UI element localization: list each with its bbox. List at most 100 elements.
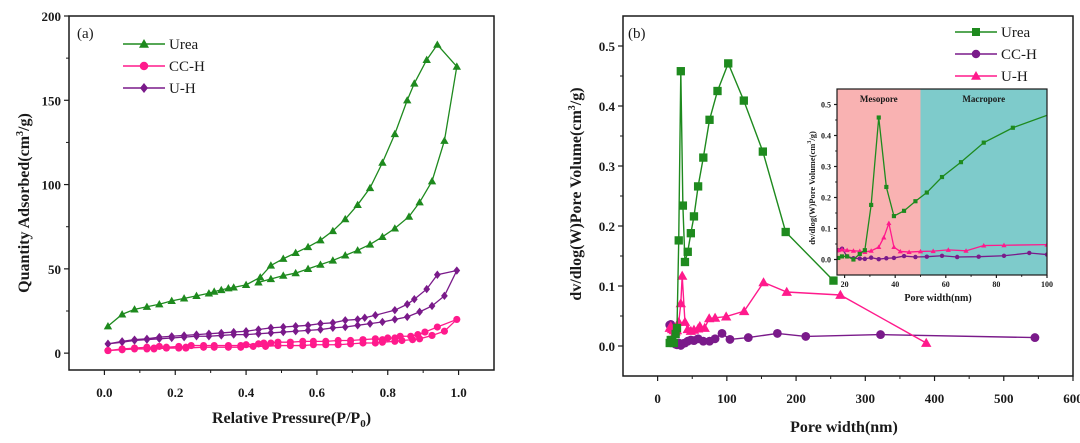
inset-x-tick-label: 20 (841, 280, 849, 289)
panel-b-point-u-h (921, 337, 932, 347)
panel-b-point-cc-h (801, 331, 811, 341)
panel-a-point-cc-h (398, 336, 406, 345)
panel-a-point-u-h (354, 321, 362, 330)
inset-point-u-h (917, 248, 924, 254)
panel-b-point-u-h (738, 306, 750, 316)
panel-b-point-urea (683, 247, 692, 256)
panel-a-point-cc-h (346, 340, 355, 348)
panel-a-point-urea (266, 274, 276, 283)
panel-a-y-tick-label: 200 (42, 9, 62, 24)
panel-a-point-u-h (341, 322, 349, 332)
panel-b-x-tick-label: 200 (786, 391, 806, 406)
inset-point-u-h (930, 248, 936, 254)
panel-a-point-u-h (168, 333, 176, 343)
panel-a-x-tick-label: 0.0 (96, 385, 112, 400)
inset-point-urea (913, 199, 918, 204)
panel-a-point-u-h (131, 336, 138, 345)
panel-a-point-cc-h (378, 338, 387, 346)
panel-a-point-u-h (433, 270, 441, 279)
panel-a-point-cc-h (421, 328, 429, 336)
panel-a-legend-item-u-h: U-H (123, 81, 196, 97)
panel-a-point-urea (117, 310, 127, 318)
panel-a-point-urea (328, 256, 338, 264)
panel-b-point-urea (680, 257, 690, 267)
inset-point-cc-h (1001, 253, 1007, 258)
inset-x-tick-label: 40 (891, 280, 899, 289)
inset-y-axis-title-end: /g) (807, 131, 817, 142)
panel-a-point-urea (316, 236, 325, 244)
panel-a-point-cc-h (428, 331, 436, 340)
panel-a-point-urea (353, 200, 362, 208)
panel-a-point-u-h (230, 330, 238, 339)
panel-a-legend-label: CC-H (169, 59, 205, 75)
panel-b-point-u-h (675, 298, 687, 308)
panel-a-x-tick-label: 0.6 (309, 385, 326, 400)
panel-b-point-urea (758, 147, 768, 156)
panel-b-point-u-h (720, 311, 732, 321)
inset-y-tick-label: 0.0 (821, 256, 831, 265)
panel-a-point-cc-h (150, 345, 158, 353)
panel-b-legend-marker (971, 71, 981, 80)
panel-a-point-u-h (371, 311, 379, 320)
panel-a-y-axis-title-sup: 3 (15, 131, 26, 136)
panel-a-point-urea (427, 177, 437, 185)
inset-point-urea (884, 184, 889, 190)
panel-a-point-urea (291, 268, 300, 277)
panel-b-point-cc-h (710, 334, 720, 344)
panel-a-point-u-h (143, 335, 151, 344)
panel-b-point-u-h (676, 270, 688, 280)
panel-a-x-tick-label: 0.4 (238, 385, 255, 400)
inset-point-u-h (981, 242, 987, 248)
panel-b-point-urea (672, 323, 682, 333)
inset-x-tick-label: 60 (942, 280, 950, 289)
panel-a-point-urea (341, 251, 350, 259)
panel-b-point-cc-h (772, 328, 782, 338)
panel-a-point-cc-h (408, 336, 417, 344)
panel-a-point-urea (378, 232, 387, 240)
panel-a-point-urea (229, 283, 238, 291)
panel-a-point-cc-h (322, 341, 330, 349)
panel-a-point-u-h (423, 284, 431, 294)
panel-a-point-u-h (292, 321, 300, 331)
inset-point-urea (857, 251, 862, 256)
panel-b-point-cc-h (1030, 333, 1040, 343)
panel-a-x-axis-title-main: Relative Pressure(P/P (212, 410, 360, 427)
panel-a-point-urea (256, 273, 265, 281)
panel-a-point-u-h (217, 331, 225, 340)
panel-a-point-urea (316, 260, 325, 268)
panel-b-x-tick-label: 600 (1063, 391, 1080, 406)
inset-point-urea (845, 254, 850, 259)
panel-b-point-cc-h (743, 333, 753, 343)
panel-a-point-urea (365, 183, 375, 192)
panel-a-legend-marker (139, 39, 149, 48)
panel-a-series-cc-h (104, 315, 461, 355)
panel-b-y-tick-label: 0.5 (599, 39, 616, 54)
panel-b-y-axis: 0.0 0.1 0.2 0.3 0.4 0.5 (599, 39, 623, 354)
panel-b-legend-label: CC-H (1001, 47, 1037, 63)
inset-series-group (837, 114, 1047, 262)
panel-a-point-cc-h (249, 342, 257, 350)
panel-b-point-urea (678, 201, 688, 210)
panel-a-point-u-h (155, 334, 163, 344)
panel-a-point-cc-h (391, 337, 399, 345)
panel-a-point-urea (192, 291, 201, 299)
panel-b-y-axis-title: dv/dlog(W)Pore Volume(cm3/g) (567, 87, 585, 300)
panel-a-point-urea (210, 287, 219, 295)
inset-point-u-h (876, 244, 882, 250)
panel-a-point-u-h (104, 339, 112, 349)
panel-a-point-urea (422, 55, 431, 63)
inset-y-tick-label: 0.5 (821, 101, 831, 110)
panel-b-point-urea (686, 229, 696, 238)
panel-b-series-cc-h (665, 319, 1040, 350)
panel-a-x-axis: 0.0 0.2 0.4 0.6 0.8 1.0 (96, 370, 467, 400)
panel-a-point-cc-h (261, 342, 270, 350)
panel-b-x-tick-label: 300 (856, 391, 876, 406)
panel-a-point-u-h (441, 291, 448, 301)
panel-a-point-cc-h (433, 323, 441, 331)
inset-point-cc-h (939, 253, 945, 258)
inset-point-urea (924, 190, 929, 195)
panel-b-legend-item-urea: Urea (955, 25, 1030, 41)
panel-b-x-axis-title: Pore width(nm) (790, 419, 898, 436)
panel-a-legend-item-cc-h: CC-H (123, 59, 205, 75)
panel-a-legend-label: U-H (169, 81, 196, 97)
